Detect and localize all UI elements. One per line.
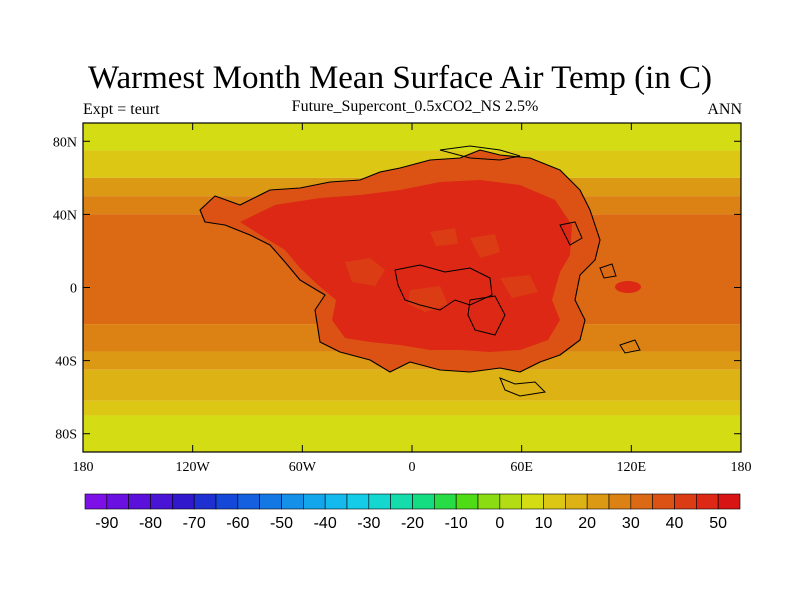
coastline-inner <box>467 295 506 336</box>
coastline-inner <box>394 264 493 311</box>
colorbar-label: 50 <box>709 515 727 532</box>
y-tick-label: 40S <box>55 355 77 370</box>
x-tick-label: 0 <box>409 460 416 475</box>
colorbar-box <box>281 493 304 510</box>
colorbar-box <box>106 493 129 510</box>
colorbar-box <box>608 493 632 510</box>
season-label: ANN <box>707 101 742 118</box>
colorbar-box <box>259 493 282 510</box>
colorbar-box <box>412 493 435 510</box>
colorbar-box <box>150 493 173 510</box>
coastline-outer <box>199 149 601 373</box>
colorbar-label: -20 <box>401 515 424 532</box>
colorbar-box <box>565 493 588 510</box>
colorbar-label: -10 <box>445 515 468 532</box>
y-tick-label: 80N <box>53 135 77 150</box>
colorbar-label: -30 <box>357 515 380 532</box>
colorbar-box <box>128 493 151 510</box>
interior-patch <box>470 234 500 258</box>
continent-hot-core <box>240 180 572 352</box>
coastline <box>199 145 641 397</box>
temperature-band <box>83 400 741 416</box>
experiment-label: Expt = teurt <box>83 101 160 118</box>
colorbar-labels: -90 -80 -70 -60 -50 -40 -30 -20 -10 0 10 20 30 40 50 <box>95 515 727 532</box>
colorbar-label: -80 <box>139 515 162 532</box>
y-tick-label: 40N <box>53 208 77 223</box>
colorbar-box <box>630 493 653 510</box>
y-tick-label: 80S <box>55 428 77 443</box>
colorbar-box <box>193 493 217 510</box>
colorbar-box <box>237 493 260 510</box>
colorbar-box <box>543 493 566 510</box>
colorbar-box <box>521 493 544 510</box>
colorbar-box <box>215 493 239 510</box>
colorbar-label: 40 <box>666 515 684 532</box>
colorbar-box <box>717 493 741 510</box>
x-tick-label: 120W <box>176 460 211 475</box>
colorbar-label: -60 <box>226 515 249 532</box>
chart-title: Warmest Month Mean Surface Air Temp (in … <box>87 60 713 96</box>
coastline-inner <box>599 263 617 279</box>
colorbar-box <box>303 493 326 510</box>
colorbar-box <box>674 493 697 510</box>
coastline-inner <box>439 145 521 161</box>
colorbar-box <box>434 493 457 510</box>
colorbar-box <box>586 493 610 510</box>
colorbar-box <box>324 493 348 510</box>
x-tick-label: 180 <box>731 460 752 475</box>
colorbar-box <box>346 493 370 510</box>
colorbar-label: -70 <box>183 515 206 532</box>
colorbar-label: 0 <box>495 515 504 532</box>
coastline-inner <box>619 339 641 354</box>
chart-subtitle: Future_Supercont_0.5xCO2_NS 2.5% <box>291 98 539 115</box>
colorbar-box <box>172 493 195 510</box>
colorbar-box <box>390 493 413 510</box>
colorbar-label: -40 <box>314 515 337 532</box>
x-tick-label: 180 <box>73 460 94 475</box>
colorbar-boxes <box>84 493 741 510</box>
interior-patch <box>430 228 458 246</box>
x-tick-label: 120E <box>617 460 647 475</box>
interior-patch <box>500 275 538 298</box>
interior-patch <box>345 258 385 286</box>
x-tick-label: 60E <box>510 460 533 475</box>
colorbar-box <box>368 493 391 510</box>
colorbar-label: 10 <box>535 515 553 532</box>
coastline-inner <box>499 377 547 397</box>
colorbar-box <box>652 493 675 510</box>
axis-ticks: 180 120W 60W 0 60E 120E 180 80N 40N 0 40S 80S <box>53 123 752 475</box>
ocean-warm-spot <box>615 281 641 293</box>
colorbar-box <box>84 493 108 510</box>
colorbar-label: -90 <box>95 515 118 532</box>
colorbar-label: 20 <box>578 515 596 532</box>
colorbar-box <box>696 493 719 510</box>
colorbar-box <box>499 493 522 510</box>
temperature-band <box>83 369 741 401</box>
colorbar-label: 30 <box>622 515 640 532</box>
coastline-inner <box>559 221 583 246</box>
colorbar-box <box>455 493 479 510</box>
colorbar-box <box>477 493 501 510</box>
colorbar-label: -50 <box>270 515 293 532</box>
y-tick-label: 0 <box>70 282 77 297</box>
interior-patch <box>408 286 448 312</box>
x-tick-label: 60W <box>289 460 317 475</box>
